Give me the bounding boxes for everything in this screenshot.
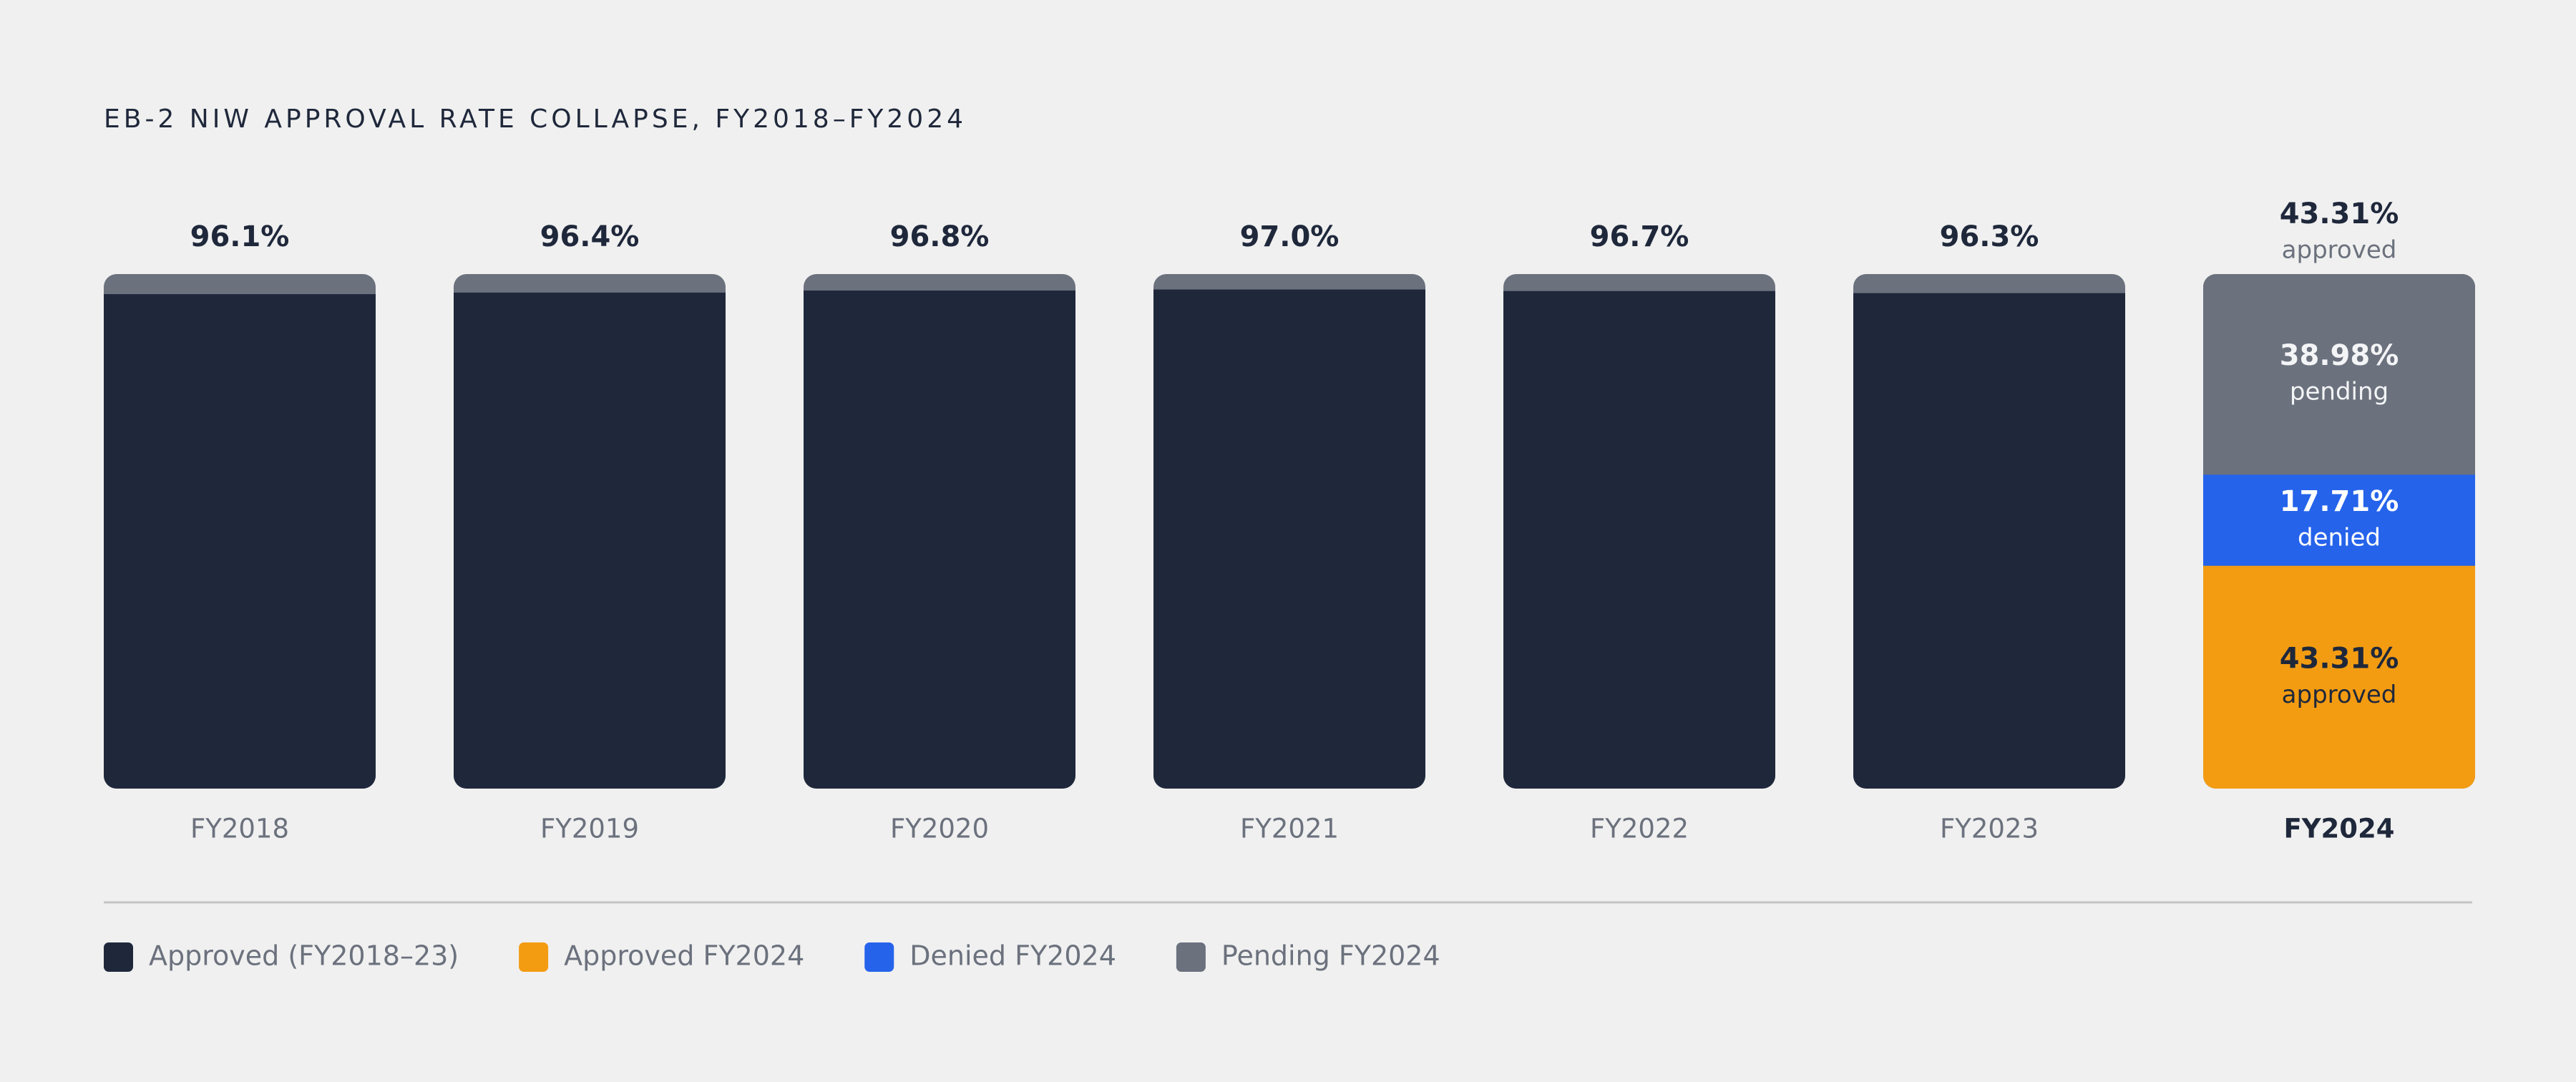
segment-word-label: denied <box>2298 523 2381 552</box>
bar-segment <box>104 294 376 789</box>
bar-segment <box>804 291 1075 789</box>
legend-label: Approved FY2024 <box>564 940 804 972</box>
bar-group <box>2203 274 2475 789</box>
value-label: 96.7% <box>1590 220 1689 253</box>
legend-swatch <box>1176 942 1206 972</box>
value-label: 43.31% <box>2280 198 2399 230</box>
x-tick-label: FY2023 <box>1940 814 2039 844</box>
value-label: 96.8% <box>890 220 990 253</box>
legend-swatch <box>519 942 549 972</box>
bar-segment <box>2203 274 2475 475</box>
bar-segment <box>1503 291 1775 789</box>
value-label: 96.1% <box>190 220 290 253</box>
legend-label: Approved (FY2018–23) <box>149 940 459 972</box>
segment-word-label: pending <box>2290 378 2389 406</box>
bar-group <box>1503 274 1775 789</box>
value-label: 96.3% <box>1940 220 2039 253</box>
bar-segment <box>2203 565 2475 789</box>
x-tick-label: FY2020 <box>890 814 989 844</box>
value-label: 96.4% <box>540 220 640 253</box>
legend-swatch <box>104 942 133 972</box>
legend-label: Denied FY2024 <box>909 940 1116 972</box>
segment-word-label: approved <box>2282 681 2397 709</box>
x-tick-label: FY2024 <box>2283 814 2394 844</box>
chart-title: EB-2 NIW APPROVAL RATE COLLAPSE, FY2018–… <box>104 104 967 134</box>
bar-group <box>804 274 1075 789</box>
bar-segment <box>2203 474 2475 566</box>
segment-value-label: 17.71% <box>2280 485 2399 518</box>
bar-segment <box>454 292 726 789</box>
x-tick-label: FY2022 <box>1590 814 1689 844</box>
legend-label: Pending FY2024 <box>1221 940 1440 972</box>
x-tick-label: FY2021 <box>1240 814 1339 844</box>
segment-value-label: 38.98% <box>2280 339 2399 372</box>
value-label: 97.0% <box>1240 220 1340 253</box>
bar-segment <box>1853 293 2125 789</box>
legend-swatch <box>864 942 894 972</box>
bar-group <box>104 274 376 789</box>
bar-group <box>454 274 726 789</box>
bar-segment <box>1153 289 1425 789</box>
x-tick-label: FY2018 <box>190 814 289 844</box>
bar-group <box>1153 274 1425 789</box>
value-word-label: approved <box>2282 236 2397 265</box>
segment-value-label: 43.31% <box>2280 642 2399 675</box>
bar-group <box>1853 274 2125 789</box>
x-tick-label: FY2019 <box>540 814 639 844</box>
